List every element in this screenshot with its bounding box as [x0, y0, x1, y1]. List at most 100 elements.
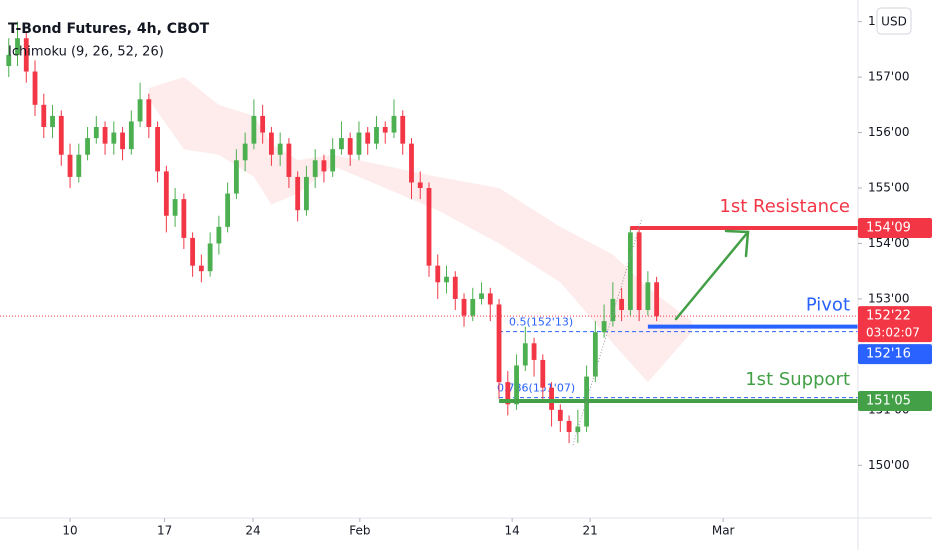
candle-body	[58, 115, 64, 155]
candle-body	[444, 276, 449, 283]
candle-body	[304, 176, 309, 211]
x-tick-label: Mar	[712, 524, 735, 538]
candle-body	[339, 138, 344, 150]
candle-body	[207, 243, 213, 272]
candle-body	[15, 38, 20, 55]
currency: USD	[881, 15, 907, 29]
candle-body	[619, 298, 625, 311]
candle-body	[391, 115, 397, 133]
y-tick-label: 157'00	[868, 70, 909, 84]
candle-body	[417, 182, 423, 189]
candle-body	[260, 115, 266, 133]
candle-body	[216, 226, 222, 244]
candle-body	[356, 132, 362, 155]
candle-body	[85, 138, 90, 155]
candle-body	[400, 115, 406, 144]
y-tick-label: 153'00	[868, 291, 909, 305]
chart-title: T-Bond Futures, 4h, CBOT	[8, 21, 210, 37]
price-label: 152'16	[866, 347, 911, 362]
candle-body	[41, 104, 47, 128]
countdown: 03:02:07	[866, 326, 920, 340]
candle-body	[505, 382, 511, 405]
candle-body	[374, 127, 379, 144]
candle-body	[76, 154, 82, 177]
candle-body	[575, 426, 581, 433]
candle-body	[137, 99, 143, 122]
candle-body	[496, 304, 502, 383]
level-label: 1st Support	[745, 369, 850, 390]
candle-body	[67, 154, 73, 177]
candle-body	[549, 387, 554, 410]
price-label-box	[858, 217, 932, 238]
price-label: 151'05	[866, 393, 911, 408]
candle-body	[347, 138, 353, 155]
fib-trend-line	[572, 217, 643, 446]
price-label-box	[858, 390, 932, 411]
candle-body	[435, 265, 441, 283]
y-tick-label: 156'00	[868, 125, 909, 139]
candle-body	[531, 343, 537, 360]
candle-body	[636, 232, 642, 311]
x-tick-label: 21	[582, 524, 597, 538]
candle-body	[522, 343, 528, 366]
candle-body	[452, 276, 458, 299]
candle-body	[321, 160, 327, 172]
candle-body	[242, 143, 248, 161]
candle-body	[461, 298, 467, 316]
candle-body	[128, 121, 134, 150]
candle-body	[540, 359, 546, 388]
candle-body	[269, 132, 274, 155]
x-tick-label: 17	[157, 524, 172, 538]
candle-body	[487, 293, 493, 305]
fib-label: 0.5(152'13)	[509, 316, 573, 329]
candle-body	[172, 199, 178, 216]
candle-body	[190, 237, 196, 266]
x-tick-label: 24	[245, 524, 260, 538]
candle-body	[6, 54, 12, 66]
candle-body	[225, 193, 231, 227]
y-tick-label: 154'00	[868, 236, 909, 250]
price-label-box	[858, 306, 932, 343]
candle-body	[470, 298, 476, 316]
candle-body	[93, 127, 99, 139]
candle-body	[50, 115, 55, 128]
candle-body	[155, 127, 160, 172]
price-label-box	[858, 344, 932, 365]
candle-body	[163, 171, 169, 216]
candle-body	[102, 127, 108, 144]
candle-body	[277, 143, 283, 155]
candle-body	[382, 127, 388, 133]
candle-body	[295, 176, 301, 211]
x-tick-label: Feb	[349, 524, 370, 538]
candle-body	[610, 298, 616, 322]
candle-body	[330, 149, 336, 172]
candle-body	[645, 282, 651, 311]
candle-body	[32, 71, 38, 105]
x-tick-label: 10	[62, 524, 77, 538]
candle-body	[365, 132, 371, 144]
trend-arrow	[674, 229, 750, 321]
candle-body	[181, 199, 187, 238]
candle-body	[426, 188, 432, 266]
y-tick-label: 155'00	[868, 181, 909, 195]
candle-body	[409, 143, 414, 183]
candle-body	[601, 321, 607, 333]
candle-body	[566, 420, 572, 433]
candle-body	[627, 232, 633, 311]
candle-body	[286, 143, 292, 177]
candle-body	[557, 409, 563, 421]
level-label: Pivot	[806, 295, 850, 316]
plot-area: 0.5(152'13)0.786(151'07)	[0, 21, 858, 444]
candle-body	[120, 132, 125, 150]
candle-body	[654, 282, 660, 317]
candle-body	[23, 38, 29, 72]
ichimoku-cloud	[148, 77, 692, 383]
x-tick-label: 14	[505, 524, 520, 538]
candle-body	[514, 365, 519, 405]
candle-body	[146, 99, 152, 128]
price-label: 152'22	[866, 309, 911, 324]
currency-box[interactable]	[876, 7, 912, 35]
indicator-label: Ichimoku (9, 26, 52, 26)	[8, 45, 164, 60]
